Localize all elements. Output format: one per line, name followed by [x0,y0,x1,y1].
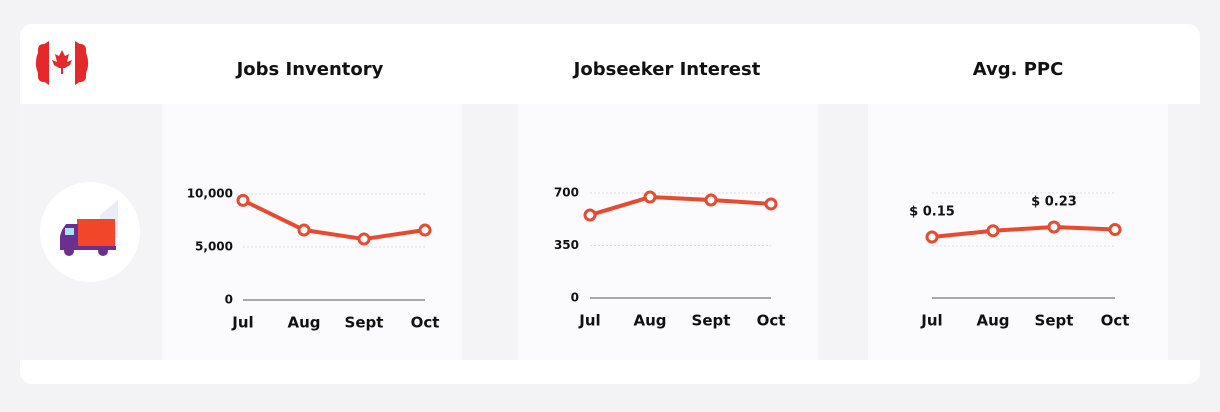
data-point [418,223,432,237]
data-point [583,208,597,222]
x-tick-label: Sept [692,312,731,330]
y-tick-label: 5,000 [195,240,233,254]
data-point [1108,223,1122,236]
series-line [589,195,772,217]
x-tick-label: Aug [976,312,1009,330]
x-tick-label: Jul [231,314,253,332]
value-label: $ 0.23 [1031,195,1077,210]
canada-flag [35,38,89,88]
data-point [925,230,939,244]
x-tick-label: Aug [633,312,666,330]
chart-title: Avg. PPC [973,59,1064,80]
data-point [704,193,718,207]
truck-icon [40,182,140,282]
y-tick-label: 700 [554,186,579,200]
value-label: $ 0.15 [909,205,955,220]
x-tick-label: Aug [287,314,320,332]
x-tick-label: Oct [1101,312,1130,330]
y-tick-label: 350 [554,238,579,252]
chart-title: Jobs Inventory [235,59,384,80]
x-tick-label: Oct [411,314,440,332]
x-tick-label: Jul [920,312,942,330]
data-point [986,224,1000,238]
panel [518,104,818,360]
y-tick-label: 0 [225,293,233,307]
grid-decor [932,192,1115,247]
data-point [643,190,657,204]
data-point [1047,220,1061,234]
data-point [357,232,371,246]
x-tick-label: Jul [578,312,600,330]
x-tick-label: Sept [1035,312,1074,330]
x-tick-label: Sept [345,314,384,332]
data-point [764,197,778,211]
y-tick-label: 0 [571,291,579,305]
data-point [297,223,311,237]
x-tick-label: Oct [757,312,786,330]
y-tick-label: 10,000 [187,187,233,201]
series-line [242,198,426,242]
series-line [931,225,1116,239]
chart-title: Jobseeker Interest [572,59,761,80]
data-point [236,193,250,207]
